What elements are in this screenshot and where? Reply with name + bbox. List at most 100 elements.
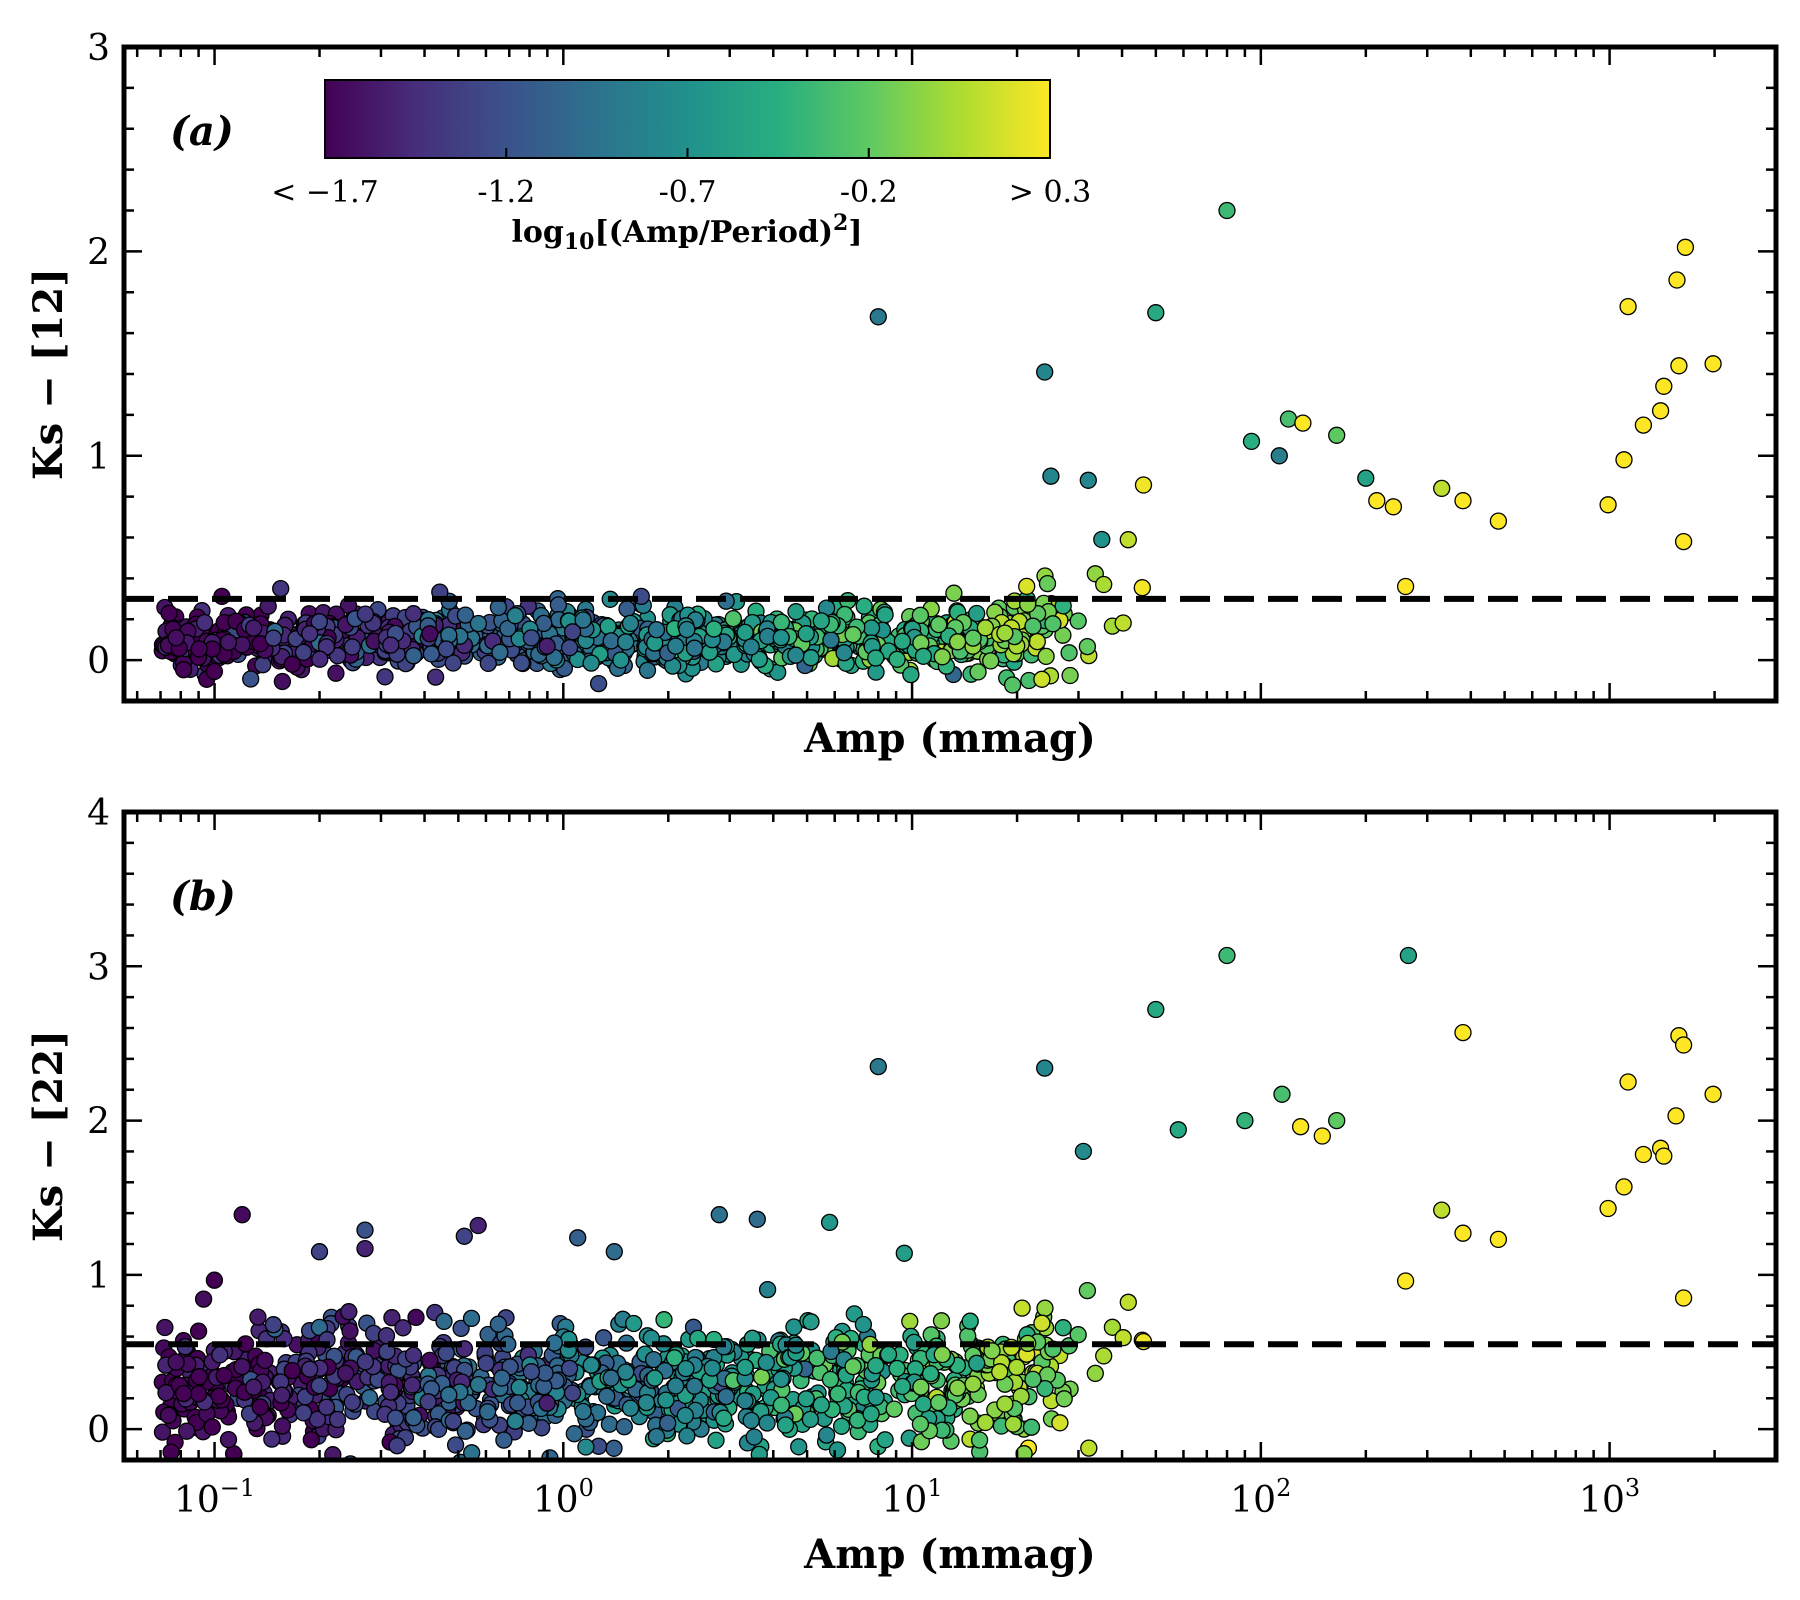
data-point (1095, 1347, 1113, 1365)
data-point (1033, 1314, 1051, 1332)
data-point (750, 1445, 768, 1460)
panel-a-frame (121, 44, 1779, 704)
data-point (272, 579, 290, 598)
data-point-outlier (1242, 432, 1261, 451)
data-point (832, 1417, 851, 1435)
data-point (440, 626, 458, 644)
data-point (508, 1394, 527, 1412)
data-point (522, 629, 541, 647)
data-point (194, 1290, 213, 1308)
data-point (879, 1345, 898, 1364)
colorbar-tick-label: -0.2 (840, 175, 898, 210)
data-point (437, 640, 455, 658)
data-point (615, 1418, 633, 1436)
data-point (945, 584, 963, 602)
data-point (982, 652, 1000, 670)
data-point (602, 632, 620, 650)
data-point (888, 650, 906, 668)
data-point-outlier (1328, 1111, 1346, 1130)
y-tick-label: 0 (87, 641, 110, 682)
data-point (308, 1410, 327, 1429)
data-point (885, 1400, 903, 1418)
data-point-outlier (1433, 479, 1451, 498)
data-point (1133, 579, 1151, 597)
data-point (667, 1377, 685, 1395)
data-point-outlier (469, 1216, 487, 1235)
data-point-outlier (1704, 1085, 1722, 1103)
data-point (1013, 1299, 1031, 1317)
data-point (717, 1387, 735, 1406)
data-point (1036, 1299, 1054, 1317)
data-point (174, 1384, 193, 1403)
data-point (602, 1369, 620, 1387)
colorbar-tick-label: > 0.3 (1009, 175, 1091, 210)
data-point (337, 1364, 355, 1382)
data-point (772, 613, 791, 631)
data-point (685, 1377, 704, 1395)
data-point (625, 1314, 643, 1333)
data-point (659, 1414, 677, 1432)
data-point (736, 1358, 754, 1377)
data-point (310, 1376, 328, 1395)
data-point-outlier (748, 1210, 766, 1228)
data-point (386, 1409, 405, 1427)
data-point (327, 664, 345, 682)
data-point (1060, 644, 1078, 662)
data-point-outlier (605, 1243, 623, 1261)
data-point (952, 1473, 968, 1489)
data-point-outlier (1674, 1289, 1693, 1307)
data-point (341, 1322, 359, 1340)
data-point (589, 674, 608, 693)
data-point (715, 1409, 733, 1427)
data-point (421, 625, 439, 643)
data-point (156, 1318, 174, 1337)
data-point (491, 643, 509, 661)
data-point (522, 1363, 541, 1381)
data-point (452, 1319, 470, 1338)
data-point (294, 643, 313, 661)
data-point (422, 645, 441, 663)
data-point-outlier (1147, 1000, 1165, 1019)
x-tick-label: 103 (1579, 1474, 1640, 1521)
data-point (617, 1363, 635, 1381)
data-point (736, 623, 754, 642)
data-point (356, 1353, 375, 1371)
data-point-outlier (1599, 1199, 1617, 1218)
data-point (563, 1384, 582, 1402)
colorbar: < −1.7 -1.2 -0.7 -0.2 > 0.3 log10[(Amp/Perio… (271, 79, 1091, 255)
data-point (677, 1359, 695, 1378)
data-point-outlier (569, 1229, 587, 1247)
data-point (195, 613, 214, 632)
panel-a-y-tick-labels: 0 1 2 3 (87, 28, 110, 682)
data-point-outlier (1236, 1111, 1254, 1130)
x-tick-label: 100 (533, 1474, 594, 1521)
data-point (157, 1384, 175, 1402)
data-point (1036, 1379, 1054, 1398)
y-tick-label: 4 (87, 793, 110, 834)
data-point (582, 654, 600, 672)
data-point (251, 1398, 269, 1416)
data-point (821, 1370, 840, 1389)
data-point (283, 1361, 301, 1380)
data-point (790, 1438, 808, 1456)
data-point (489, 1315, 508, 1333)
data-point (1022, 1418, 1041, 1436)
data-point (655, 1311, 673, 1329)
data-point (512, 654, 531, 672)
data-point (964, 629, 982, 647)
data-point (1054, 1319, 1072, 1337)
data-point-outlier (1147, 304, 1165, 322)
data-point-outlier (1074, 1142, 1093, 1161)
data-point-outlier (1273, 1085, 1291, 1103)
colorbar-tick-label: < −1.7 (271, 175, 379, 210)
data-point (976, 1413, 995, 1432)
data-point (446, 1436, 465, 1454)
data-point (598, 1387, 616, 1405)
data-point (1008, 1358, 1026, 1376)
data-point (665, 1349, 684, 1367)
data-point-outlier (1454, 1224, 1472, 1242)
data-point (772, 628, 790, 647)
y-tick-label: 3 (87, 947, 110, 988)
data-point (219, 1430, 238, 1449)
data-point (421, 1351, 439, 1370)
